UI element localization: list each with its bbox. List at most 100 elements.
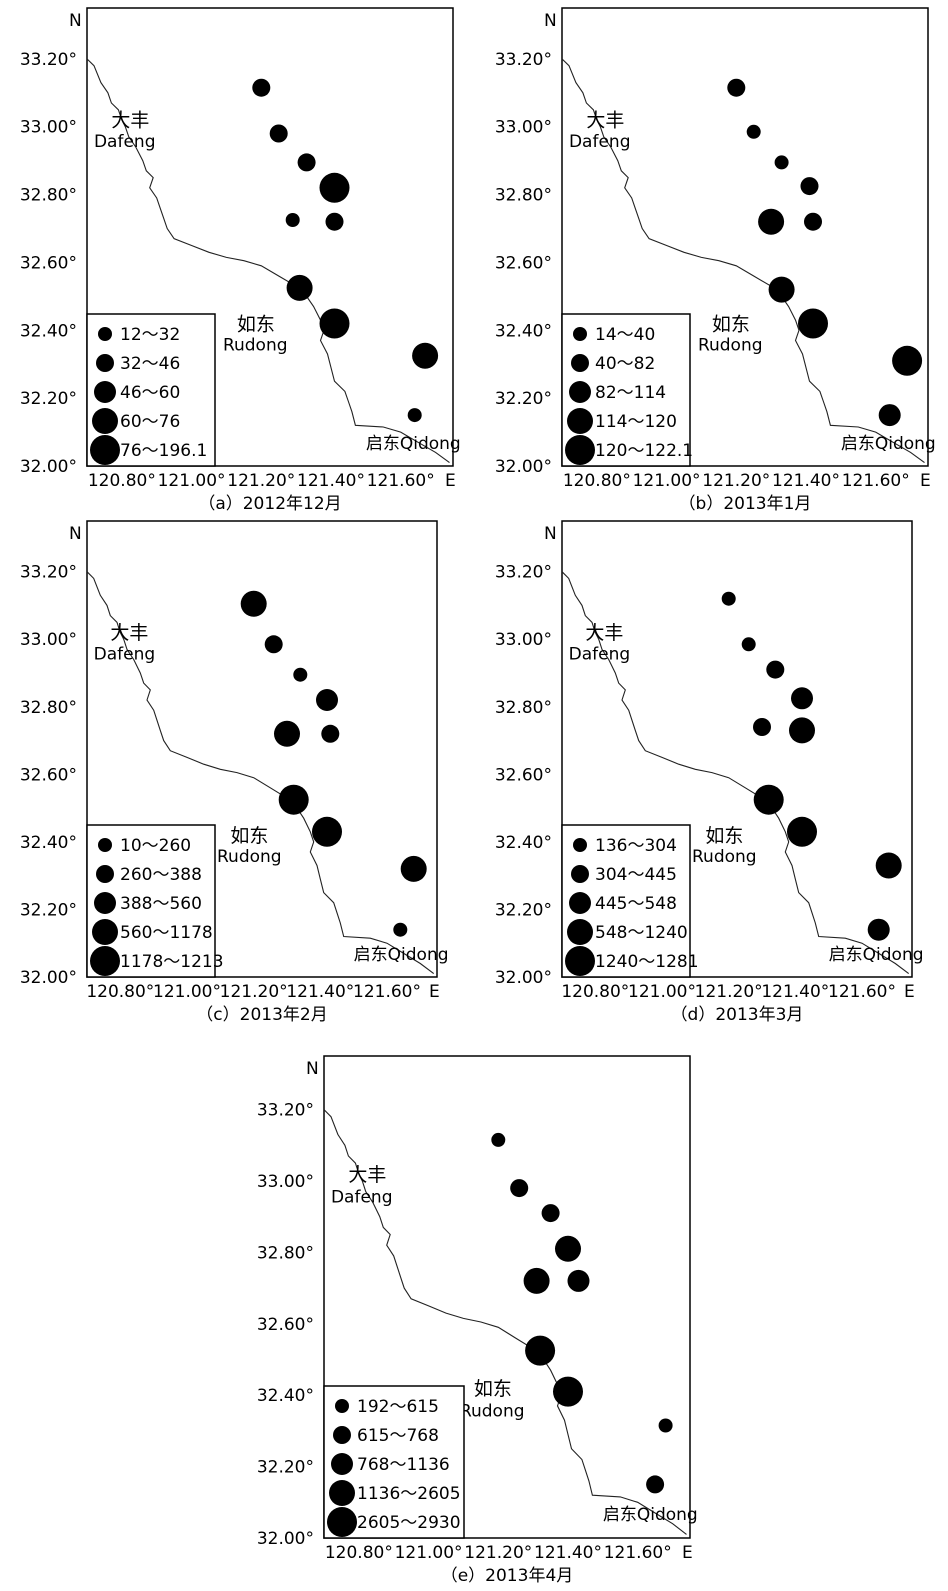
lat-tick-label: 32.60° [20,253,77,273]
map-panel-d: N 33.20° 33.00° 32.80° 32.60° 32.40° 32.20° 32.… [495,520,924,1025]
lat-tick-label: 33.00° [20,630,77,650]
lat-tick-label: 32.20° [20,900,77,920]
lon-tick-label: 121.00° [158,471,226,491]
lon-tick-label: 121.60° [828,982,896,1002]
station-dot [325,212,344,231]
station-dot [766,660,785,679]
station-dot [412,342,439,369]
lat-tick-label: 32.00° [257,1529,314,1549]
station-dot [753,784,784,815]
east-label: E [920,471,931,491]
lat-tick-label: 32.20° [495,389,552,409]
lat-tick-label: 32.60° [495,253,552,273]
lat-tick-label: 32.60° [20,765,77,785]
station-dot [878,404,901,427]
coastline [86,58,450,464]
coastline [86,571,435,975]
legend-symbol [98,327,112,341]
place-rudong-cn: 如东 [237,313,275,335]
legend-label: 114～120 [595,412,677,432]
lon-tick-label: 121.20° [220,982,288,1002]
place-rudong-en: Rudong [223,336,288,356]
place-qidong: 启东Qidong [841,434,936,454]
place-qidong: 启东Qidong [603,1505,698,1525]
legend-label: 46～60 [120,383,180,403]
legend-label: 260～388 [120,865,202,885]
station-dot [658,1418,673,1433]
east-label: E [429,982,440,1002]
lon-tick-label: 121.40° [772,471,840,491]
place-dafeng-en: Dafeng [569,132,631,152]
map-panel-e: N 33.20° 33.00° 32.80° 32.60° 32.40° 32.20° 32.… [257,1055,698,1586]
legend-symbol [94,381,116,403]
map-frame [323,1055,691,1539]
place-dafeng-en: Dafeng [94,132,156,152]
station-dot [523,1267,550,1294]
map-frame [561,520,913,978]
lon-tick-label: 121.00° [633,471,701,491]
station-dot [800,177,819,196]
station-dot [892,345,923,376]
place-rudong-cn: 如东 [474,1378,512,1400]
station-dot [553,1376,583,1407]
coastline [561,58,925,464]
legend-symbol [569,381,591,403]
legend-label: 136～304 [595,836,677,856]
place-dafeng-cn: 大丰 [111,110,149,132]
legend-label: 120～122.1 [595,441,693,461]
place-rudong-en: Rudong [217,847,282,867]
place-rudong-en: Rudong [460,1402,525,1422]
legend-label: 548～1240 [595,923,688,943]
map-panel-a: N 33.20° 33.00° 32.80° 32.60° 32.40° 32.20° 32.… [20,7,461,514]
lat-tick-label: 32.20° [257,1458,314,1478]
north-label: N [69,11,82,31]
legend-symbol [571,354,589,372]
station-dot [646,1475,665,1494]
station-dot [400,855,427,882]
lat-tick-label: 33.20° [20,50,77,70]
place-rudong-en: Rudong [692,847,757,867]
legend-label: 2605～2930 [357,1513,461,1533]
place-dafeng-cn: 大丰 [348,1164,386,1186]
station-dot [798,308,828,339]
legend-label: 560～1178 [120,923,213,943]
lon-tick-label: 120.80° [561,982,629,1002]
lon-tick-label: 121.40° [297,471,365,491]
legend-symbol [333,1426,351,1444]
station-dot [727,78,746,97]
lon-tick-label: 121.40° [286,982,354,1002]
legend-symbol [92,919,118,945]
lat-tick-label: 33.20° [20,563,77,583]
place-dafeng-cn: 大丰 [585,622,623,644]
lat-tick-label: 33.00° [20,118,77,138]
lat-tick-label: 33.00° [495,630,552,650]
station-dot [741,637,756,652]
legend-symbol [571,865,589,883]
lon-tick-label: 121.60° [604,1543,672,1563]
lat-tick-label: 32.80° [20,698,77,718]
legend-symbol [94,892,116,914]
station-dot [286,274,313,301]
panel-caption: （e）2013年4月 [441,1566,574,1586]
map-frame [561,7,929,467]
lon-tick-label: 121.00° [395,1543,463,1563]
map-panel-b: N 33.20° 33.00° 32.80° 32.60° 32.40° 32.20° 32.… [495,7,936,514]
legend-label: 768～1136 [357,1455,450,1475]
legend-symbol [96,354,114,372]
map-frame [86,520,438,978]
legend-symbol [98,838,112,852]
lat-tick-label: 33.00° [257,1172,314,1192]
legend-label: 14～40 [595,325,655,345]
lat-tick-label: 32.20° [495,900,552,920]
legend-label: 60～76 [120,412,180,432]
place-dafeng-en: Dafeng [569,644,631,664]
station-dot [875,852,902,879]
panel-caption: （c）2013年2月 [196,1005,327,1025]
lat-tick-label: 32.60° [257,1315,314,1335]
coastline [323,1109,687,1535]
lat-tick-label: 33.00° [495,118,552,138]
lon-tick-label: 121.40° [534,1543,602,1563]
legend-symbol [327,1507,357,1537]
east-label: E [445,471,456,491]
legend-symbol [567,919,593,945]
